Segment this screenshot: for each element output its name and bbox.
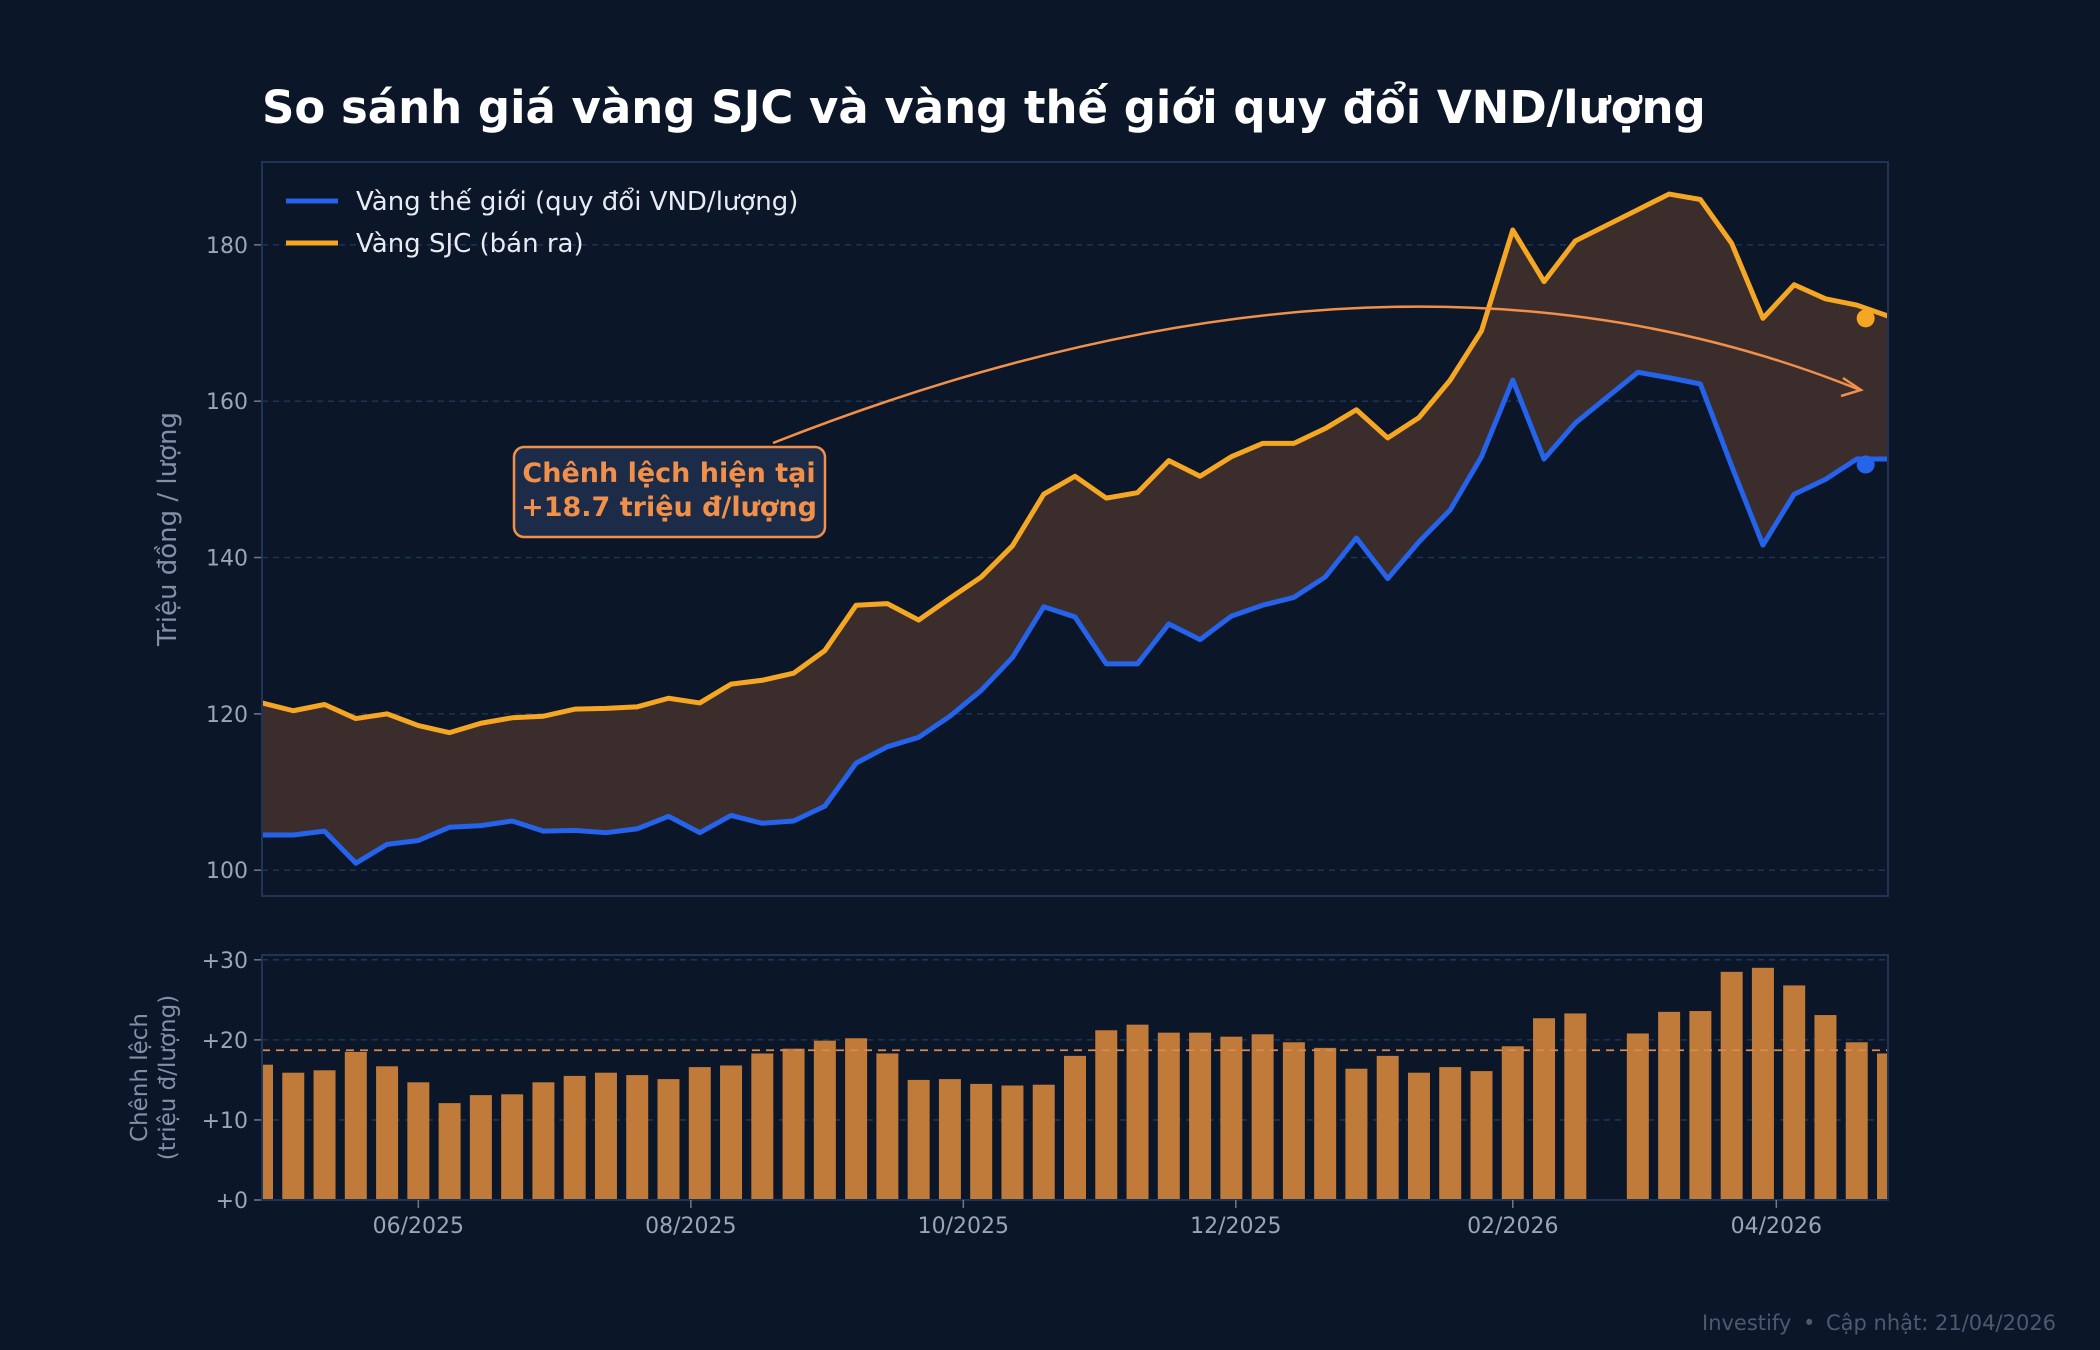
spread-bar (1314, 1047, 1337, 1200)
footer-updated: Cập nhật: 21/04/2026 (1826, 1311, 2056, 1335)
spread-bar (1439, 1067, 1462, 1200)
spread-bar (1095, 1030, 1118, 1200)
spread-bar (813, 1040, 836, 1200)
spread-bar (1282, 1042, 1305, 1200)
spread-bar (1783, 985, 1806, 1200)
spread-bar (1407, 1072, 1430, 1200)
annotation: Chênh lệch hiện tại +18.7 triệu đ/lượng (512, 305, 1864, 539)
spread-bar (970, 1083, 993, 1200)
plot-area (262, 191, 1888, 866)
x-tick-label: 10/2025 (918, 1214, 1009, 1239)
spread-bar (376, 1066, 399, 1200)
annotation-box (512, 445, 827, 539)
x-tick-label: 08/2025 (645, 1214, 736, 1239)
y-tick-label: 140 (206, 547, 248, 572)
spread-bar (563, 1075, 586, 1200)
spread-bar (262, 1064, 273, 1200)
spread-bar (344, 1051, 367, 1200)
spread-bar (1501, 1046, 1524, 1200)
spread-bar (938, 1079, 961, 1200)
y-tick-label: 160 (206, 390, 248, 415)
spread-bar (1564, 1013, 1587, 1200)
spread-bar (407, 1082, 430, 1200)
spread-bar (532, 1082, 555, 1200)
spread-bar (1064, 1055, 1086, 1200)
bar-area (262, 967, 1888, 1200)
sjc-latest-marker (1856, 309, 1875, 328)
legend: Vàng thế giới (quy đổi VND/lượng) Vàng S… (286, 186, 798, 259)
footer-brand: Investify (1702, 1311, 1791, 1335)
spread-bar-chart: +0 +10 +20 +30 06/2025 08/2025 10/2025 12/2025 0… (127, 949, 1889, 1239)
spread-bar (1376, 1055, 1399, 1200)
spread-bar (438, 1103, 461, 1200)
main-plot-frame (261, 161, 1889, 897)
spread-bar (1001, 1085, 1024, 1200)
spread-bar (1814, 1015, 1837, 1200)
legend-sjc-label: Vàng SJC (bán ra) (356, 229, 584, 259)
bar-y-axis-label-line1: Chênh lệch (127, 1013, 153, 1142)
annotation-line1: Chênh lệch hiện tại (522, 458, 815, 489)
x-tick-label: 04/2026 (1731, 1214, 1822, 1239)
y-tick-label: +20 (202, 1029, 248, 1054)
spread-bar (907, 1079, 930, 1200)
spread-bar (1345, 1068, 1368, 1200)
x-tick-label: 06/2025 (373, 1214, 464, 1239)
y-tick-label: 100 (206, 859, 248, 884)
spread-bar (626, 1075, 649, 1200)
spread-bar (1126, 1024, 1149, 1200)
y-tick-label: +30 (202, 949, 248, 974)
spread-bar (1658, 1011, 1681, 1200)
spread-bar (1877, 1053, 1888, 1200)
spread-bar (1626, 1033, 1649, 1200)
footer-separator: • (1803, 1311, 1815, 1335)
spread-bar (657, 1079, 680, 1200)
annotation-arrowhead-icon (1840, 376, 1864, 398)
spread-bar (720, 1065, 743, 1200)
spread-bar (1251, 1034, 1274, 1200)
bar-plot-frame (261, 954, 1889, 1201)
spread-bar (1533, 1018, 1556, 1200)
bar-y-axis-label-line2: (triệu đ/lượng) (155, 995, 181, 1160)
spread-bar (1157, 1032, 1180, 1200)
spread-bar (688, 1067, 711, 1200)
annotation-arrow (772, 305, 1861, 445)
spread-bar (1845, 1042, 1868, 1200)
spread-bar (845, 1038, 868, 1200)
world-price-line (262, 369, 1888, 866)
y-tick-label: +10 (202, 1109, 248, 1134)
spread-bar (1220, 1036, 1243, 1200)
y-tick-label: +0 (216, 1189, 248, 1214)
spread-bar (751, 1053, 774, 1200)
x-tick-label: 12/2025 (1190, 1214, 1281, 1239)
spread-fill-area (262, 194, 1888, 864)
spread-bar (282, 1072, 305, 1200)
y-axis-label: Triệu đồng / lượng (153, 412, 183, 647)
main-price-chart: 100 120 140 160 180 Triệu đồng / lượng (153, 161, 1889, 897)
spread-bar (1720, 971, 1743, 1200)
spread-bar (469, 1095, 492, 1200)
spread-bar (1751, 967, 1774, 1200)
world-latest-marker (1856, 455, 1875, 474)
x-tick-label: 02/2026 (1467, 1214, 1558, 1239)
footer: Investify • Cập nhật: 21/04/2026 (1702, 1311, 2056, 1335)
spread-bar (782, 1048, 805, 1200)
y-tick-label: 120 (206, 703, 248, 728)
spread-bar (313, 1070, 336, 1200)
y-tick-label: 180 (206, 234, 248, 259)
spread-bar (1032, 1084, 1055, 1200)
spread-bar (1189, 1032, 1212, 1200)
spread-bar (1689, 1011, 1712, 1200)
spread-bar (594, 1072, 617, 1200)
annotation-line2: +18.7 triệu đ/lượng (521, 492, 817, 523)
sjc-price-line (262, 191, 1888, 736)
spread-bar (876, 1053, 899, 1200)
chart-title: So sánh giá vàng SJC và vàng thế giới qu… (262, 81, 1706, 134)
spread-bar (501, 1094, 524, 1200)
legend-world-label: Vàng thế giới (quy đổi VND/lượng) (356, 186, 798, 217)
spread-bar (1470, 1071, 1493, 1200)
